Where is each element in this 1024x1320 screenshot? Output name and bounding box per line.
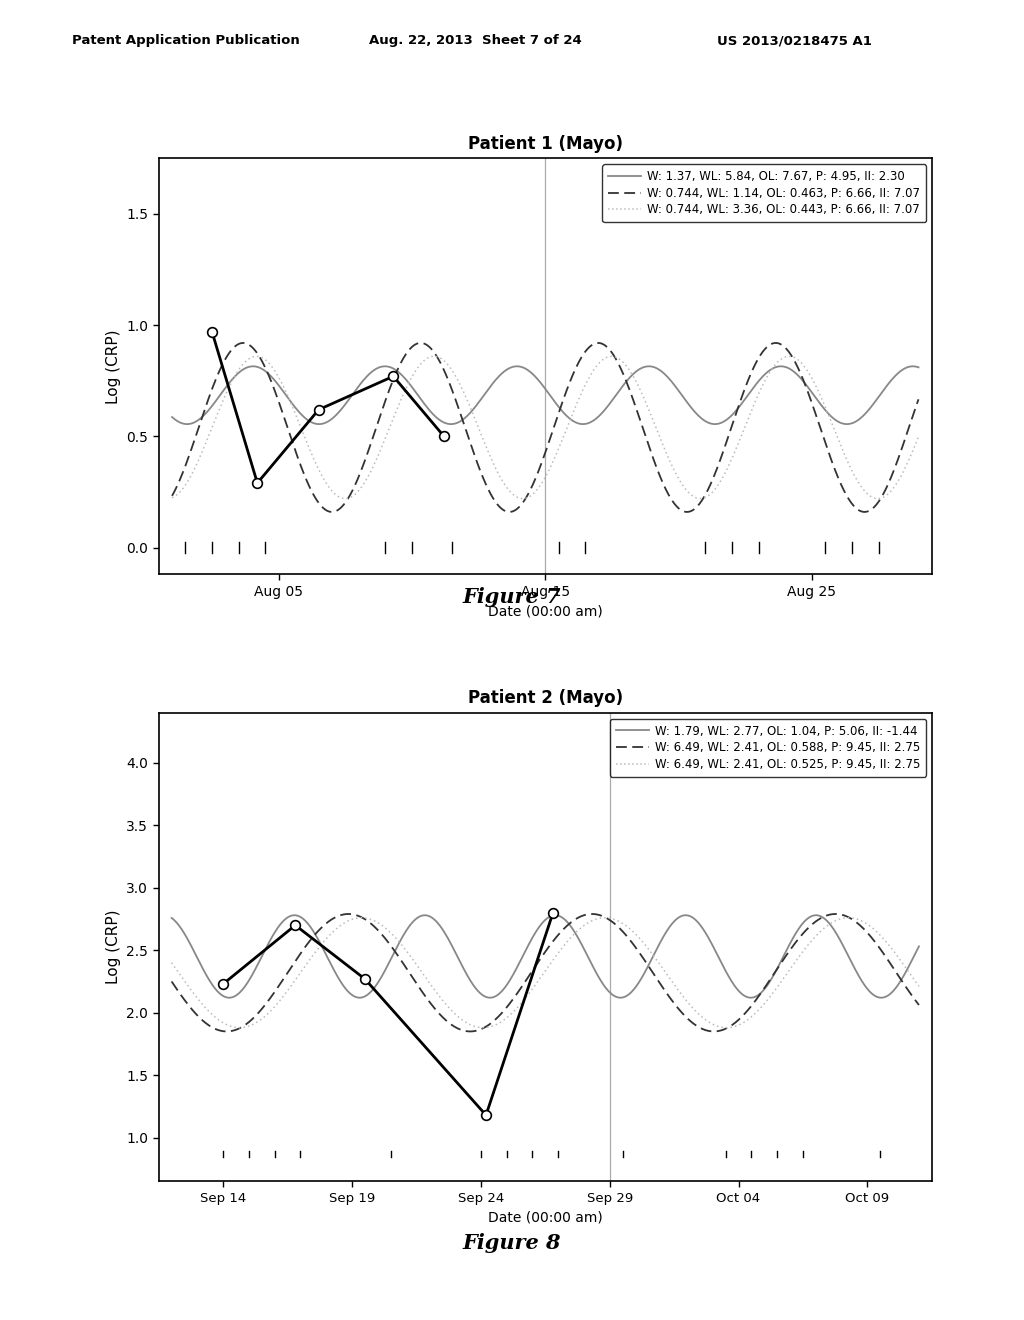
Title: Patient 1 (Mayo): Patient 1 (Mayo) — [468, 135, 623, 153]
Text: Aug. 22, 2013  Sheet 7 of 24: Aug. 22, 2013 Sheet 7 of 24 — [369, 34, 582, 48]
Text: US 2013/0218475 A1: US 2013/0218475 A1 — [717, 34, 871, 48]
Y-axis label: Log (CRP): Log (CRP) — [105, 329, 121, 404]
Legend: W: 1.79, WL: 2.77, OL: 1.04, P: 5.06, II: -1.44, W: 6.49, WL: 2.41, OL: 0.588, P: W: 1.79, WL: 2.77, OL: 1.04, P: 5.06, II… — [610, 718, 926, 776]
Title: Patient 2 (Mayo): Patient 2 (Mayo) — [468, 689, 623, 708]
Legend: W: 1.37, WL: 5.84, OL: 7.67, P: 4.95, II: 2.30, W: 0.744, WL: 1.14, OL: 0.463, P: W: 1.37, WL: 5.84, OL: 7.67, P: 4.95, II… — [602, 164, 926, 222]
X-axis label: Date (00:00 am): Date (00:00 am) — [487, 605, 603, 618]
X-axis label: Date (00:00 am): Date (00:00 am) — [487, 1210, 603, 1225]
Text: Figure 8: Figure 8 — [463, 1233, 561, 1253]
Text: Patent Application Publication: Patent Application Publication — [72, 34, 299, 48]
Text: Figure 7: Figure 7 — [463, 587, 561, 607]
Y-axis label: Log (CRP): Log (CRP) — [105, 909, 121, 985]
